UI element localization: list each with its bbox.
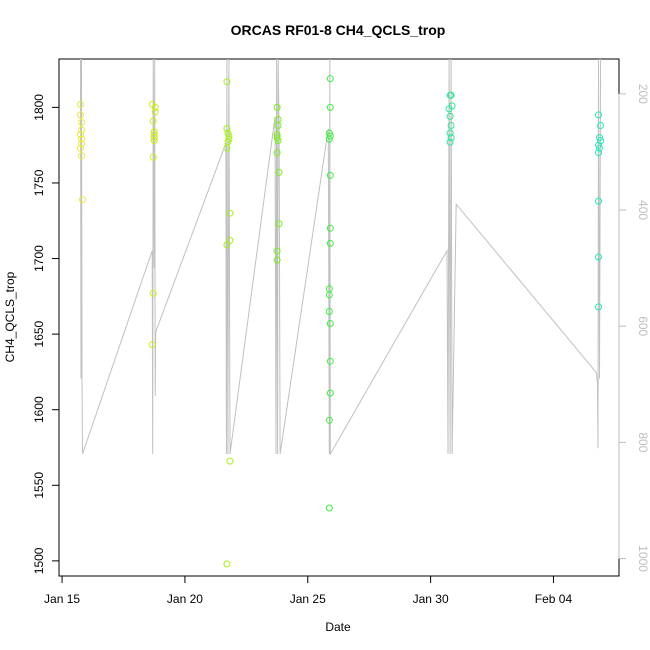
data-point: [275, 168, 283, 176]
data-point: [326, 171, 334, 179]
data-point: [326, 75, 334, 83]
x-tick-label: Jan 20: [167, 592, 203, 606]
data-point: [223, 560, 231, 568]
data-point: [595, 197, 602, 205]
data-point: [326, 132, 334, 140]
data-point: [595, 141, 602, 149]
pressure-trace-line: [80, 58, 602, 456]
y-tick-label: 1650: [32, 320, 46, 347]
data-point: [447, 91, 455, 99]
data-point: [149, 289, 157, 297]
data-point: [446, 129, 454, 137]
data-point: [77, 131, 84, 139]
data-point: [225, 135, 233, 143]
data-point: [273, 134, 281, 142]
data-point: [446, 138, 454, 146]
chart-title: ORCAS RF01-8 CH4_QCLS_trop: [231, 22, 446, 38]
secondary-y-tick-label: 200: [636, 84, 650, 104]
data-point: [325, 308, 333, 315]
data-point: [326, 239, 334, 247]
data-point: [274, 137, 282, 145]
data-point: [150, 137, 158, 145]
secondary-y-tick-label: 600: [636, 316, 650, 336]
data-point: [77, 144, 84, 152]
x-axis-label: Date: [325, 620, 351, 634]
data-point: [149, 153, 157, 161]
data-point: [597, 122, 605, 129]
data-point: [77, 100, 84, 108]
y-tick-label: 1750: [32, 169, 46, 196]
data-point: [78, 135, 85, 143]
x-tick-label: Feb 04: [535, 592, 573, 606]
pressure-trace: [80, 58, 602, 456]
secondary-y-axis: 200 400 600 800 1000: [618, 84, 650, 572]
data-point: [275, 220, 283, 228]
data-point: [226, 209, 234, 217]
data-point: [150, 134, 158, 142]
data-point: [595, 149, 602, 157]
data-point: [326, 224, 334, 232]
data-point: [325, 291, 333, 299]
data-point: [223, 144, 231, 152]
data-point: [223, 241, 231, 249]
data-point: [447, 122, 455, 129]
data-point: [445, 105, 453, 113]
data-point: [326, 103, 334, 111]
y-axis-label: CH4_QCLS_trop: [3, 271, 17, 362]
data-point: [151, 103, 159, 111]
data-point: [273, 256, 281, 264]
data-point: [78, 126, 85, 134]
secondary-y-tick-label: 1000: [636, 545, 650, 572]
y-tick-label: 1800: [32, 94, 46, 121]
data-point: [148, 341, 156, 349]
data-point: [326, 320, 334, 327]
data-point: [326, 389, 334, 397]
data-point: [273, 103, 281, 111]
x-tick-label: Jan 15: [44, 592, 80, 606]
x-tick-label: Jan 25: [290, 592, 326, 606]
x-tick-label: Jan 30: [413, 592, 449, 606]
plot-frame: [58, 58, 620, 577]
data-point: [595, 253, 602, 261]
data-point: [149, 117, 157, 125]
x-axis: Jan 15 Jan 20 Jan 25 Jan 30 Feb 04: [44, 575, 573, 606]
data-point: [223, 125, 231, 132]
data-point: [151, 108, 159, 116]
data-point: [273, 247, 281, 255]
data-point: [78, 140, 85, 148]
y-tick-label: 1500: [32, 547, 46, 574]
data-point: [325, 135, 333, 143]
y-tick-label: 1600: [32, 396, 46, 423]
data-point: [326, 357, 334, 365]
data-point: [447, 134, 455, 142]
data-point: [325, 416, 333, 424]
data-point: [77, 111, 84, 119]
data-point: [223, 78, 231, 86]
data-point: [325, 504, 333, 512]
data-point: [273, 149, 281, 157]
y-axis: 1500 1550 1600 1650 1700 1750 1800: [32, 94, 60, 574]
data-point: [226, 457, 234, 465]
data-points: [77, 75, 605, 568]
data-point: [596, 134, 603, 142]
secondary-y-tick-label: 400: [636, 200, 650, 220]
secondary-y-tick-label: 800: [636, 432, 650, 452]
data-point: [596, 144, 603, 152]
data-point: [446, 112, 454, 120]
data-point: [595, 303, 602, 311]
y-tick-label: 1700: [32, 245, 46, 272]
data-point: [595, 111, 602, 119]
data-point: [78, 152, 85, 160]
data-point: [78, 119, 85, 126]
y-tick-label: 1550: [32, 472, 46, 499]
data-point: [79, 196, 86, 204]
data-point: [274, 122, 282, 129]
